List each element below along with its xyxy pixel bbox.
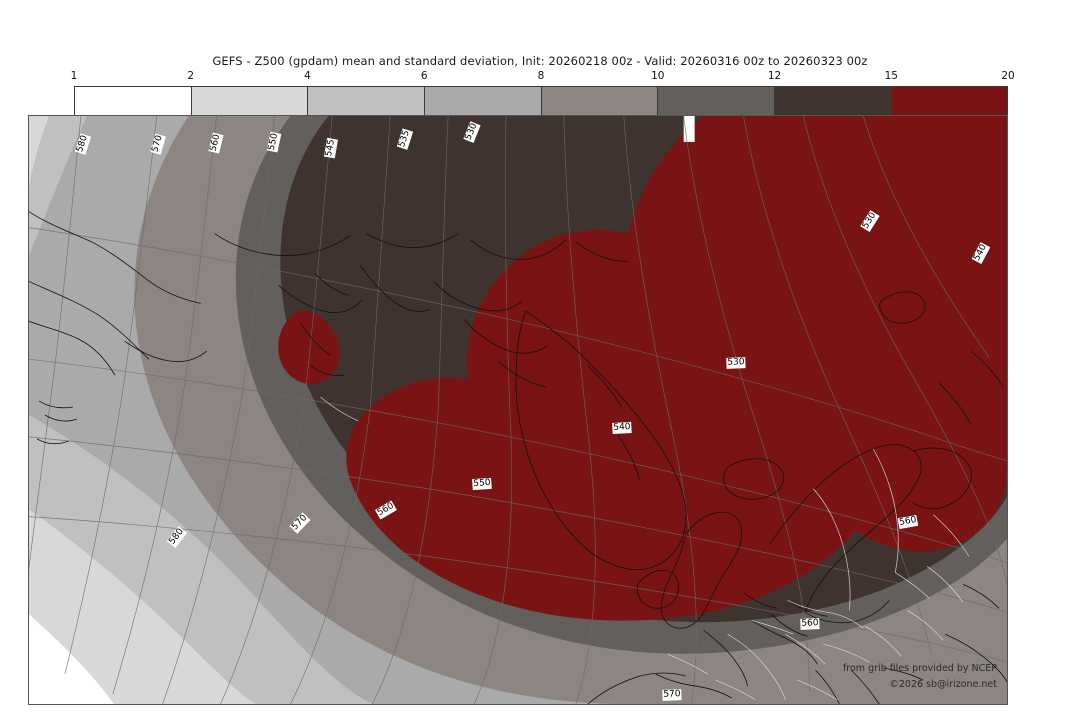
map-contour-field — [29, 116, 1007, 704]
colorbar-segment-6-8 — [424, 87, 542, 115]
colorbar-segment-1-2 — [75, 87, 192, 115]
colorbar-segment-8-10 — [541, 87, 659, 115]
contour-label: 540 — [612, 422, 632, 434]
colorbar-segment-12-15 — [774, 87, 892, 115]
colorbar-tick-8: 8 — [537, 70, 545, 82]
contour-lines — [29, 116, 1007, 704]
credit-source: from grib files provided by NCEP — [842, 663, 997, 674]
colorbar-tick-12: 12 — [767, 70, 782, 82]
contour-label: 550 — [472, 477, 492, 491]
colorbar-segment-15-20 — [891, 87, 1007, 115]
coastlines — [29, 211, 1007, 704]
colorbar-segment-4-6 — [308, 87, 425, 115]
map-canvas[interactable]: 580 570 560 550 545 535 530 530 540 530 540 550 560 5… — [28, 115, 1008, 705]
colorbar-tick-6: 6 — [420, 70, 428, 82]
page-title: GEFS - Z500 (gpdam) mean and standard de… — [212, 54, 868, 68]
colorbar-tick-10: 10 — [651, 70, 665, 82]
colorbar: 1 2 4 6 8 10 12 15 20 — [70, 70, 1015, 116]
colorbar-tick-2: 2 — [187, 70, 195, 82]
contour-label: 530 — [726, 357, 746, 369]
contour-label: 560 — [800, 618, 820, 630]
colorbar-tick-4: 4 — [304, 70, 311, 82]
colorbar-tick-15: 15 — [884, 70, 898, 82]
colorbar-tick-20: 20 — [1001, 70, 1015, 82]
colorbar-segment-10-12 — [658, 87, 775, 115]
credit-copyright: ©2026 sb@irizone.net — [889, 679, 997, 690]
colorbar-swatches — [74, 86, 1008, 116]
colorbar-tick-1: 1 — [70, 70, 78, 82]
country-borders — [320, 396, 970, 701]
colorbar-tick-labels: 1 2 4 6 8 10 12 15 20 — [70, 70, 1015, 86]
colorbar-segment-2-4 — [191, 87, 309, 115]
contour-label: 570 — [662, 689, 682, 701]
